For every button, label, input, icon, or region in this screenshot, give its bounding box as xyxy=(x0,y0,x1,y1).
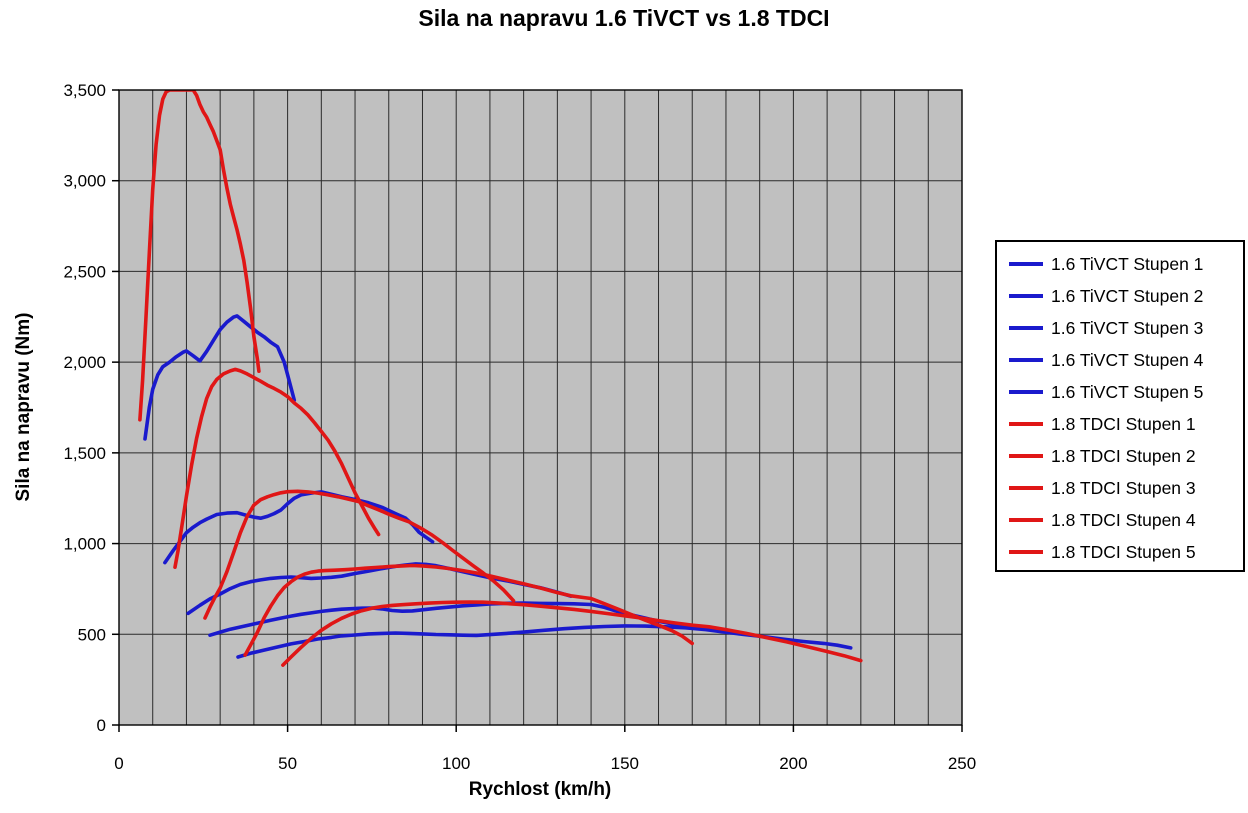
series-line-7 xyxy=(173,367,381,570)
legend-line-swatch-icon xyxy=(1009,262,1043,266)
legend-item: 1.6 TiVCT Stupen 3 xyxy=(1009,312,1243,344)
legend-item-label: 1.8 TDCI Stupen 2 xyxy=(1051,445,1196,466)
legend-line-swatch-icon xyxy=(1009,390,1043,394)
x-tick-label: 0 xyxy=(114,754,123,773)
legend-item-label: 1.6 TiVCT Stupen 3 xyxy=(1051,317,1204,338)
legend-item: 1.6 TiVCT Stupen 2 xyxy=(1009,280,1243,312)
legend-item: 1.8 TDCI Stupen 5 xyxy=(1009,536,1243,568)
y-tick-label: 1,500 xyxy=(63,444,106,463)
x-tick-label: 50 xyxy=(278,754,297,773)
x-axis-title: Rychlost (km/h) xyxy=(468,779,612,800)
legend-item: 1.8 TDCI Stupen 3 xyxy=(1009,472,1243,504)
series-line-1 xyxy=(143,314,297,441)
series-line-2 xyxy=(163,490,435,565)
legend-item-label: 1.8 TDCI Stupen 3 xyxy=(1051,477,1196,498)
y-tick-label: 2,000 xyxy=(63,353,106,372)
y-tick-labels: 0 500 1,000 1,500 2,000 2,500 3,000 3,500 xyxy=(63,81,106,735)
chart-title: Sila na napravu 1.6 TiVCT vs 1.8 TDCI xyxy=(418,5,830,31)
series-line-6 xyxy=(138,90,261,422)
series-line-8 xyxy=(203,489,516,620)
legend-item-label: 1.6 TiVCT Stupen 4 xyxy=(1051,349,1204,370)
legend-item-label: 1.6 TiVCT Stupen 1 xyxy=(1051,253,1204,274)
x-tick-label: 200 xyxy=(779,754,807,773)
legend-line-swatch-icon xyxy=(1009,326,1043,330)
series-line-5 xyxy=(236,624,853,659)
legend-item: 1.6 TiVCT Stupen 5 xyxy=(1009,376,1243,408)
legend-line-swatch-icon xyxy=(1009,294,1043,298)
y-tick-label: 1,000 xyxy=(63,535,106,554)
series-line-4 xyxy=(208,601,695,638)
legend-item-label: 1.8 TDCI Stupen 5 xyxy=(1051,541,1196,562)
legend-item: 1.6 TiVCT Stupen 4 xyxy=(1009,344,1243,376)
series-lines xyxy=(138,90,863,667)
series-line-10 xyxy=(281,600,863,667)
y-axis-title: Sila na napravu (Nm) xyxy=(13,312,34,502)
plot-background xyxy=(119,90,962,725)
tick-marks xyxy=(112,89,963,732)
legend-item: 1.8 TDCI Stupen 1 xyxy=(1009,408,1243,440)
legend-line-swatch-icon xyxy=(1009,454,1043,458)
legend-line-swatch-icon xyxy=(1009,550,1043,554)
legend-item: 1.8 TDCI Stupen 2 xyxy=(1009,440,1243,472)
legend-line-swatch-icon xyxy=(1009,358,1043,362)
legend-line-swatch-icon xyxy=(1009,518,1043,522)
legend-item-label: 1.6 TiVCT Stupen 2 xyxy=(1051,285,1204,306)
legend-item: 1.6 TiVCT Stupen 1 xyxy=(1009,248,1243,280)
x-tick-labels: 0 50 100 150 200 250 xyxy=(114,754,976,773)
y-tick-label: 2,500 xyxy=(63,262,106,281)
legend-item: 1.8 TDCI Stupen 4 xyxy=(1009,504,1243,536)
x-tick-label: 100 xyxy=(442,754,470,773)
y-tick-label: 0 xyxy=(97,716,106,735)
x-tick-label: 150 xyxy=(611,754,639,773)
legend-item-label: 1.6 TiVCT Stupen 5 xyxy=(1051,381,1204,402)
gridlines xyxy=(119,90,962,725)
legend-item-label: 1.8 TDCI Stupen 4 xyxy=(1051,509,1196,530)
legend-item-label: 1.8 TDCI Stupen 1 xyxy=(1051,413,1196,434)
plot-border xyxy=(118,89,963,726)
x-tick-label: 250 xyxy=(948,754,976,773)
legend-line-swatch-icon xyxy=(1009,422,1043,426)
y-tick-label: 3,500 xyxy=(63,81,106,100)
y-tick-label: 3,000 xyxy=(63,172,106,191)
y-tick-label: 500 xyxy=(78,625,106,644)
series-line-9 xyxy=(243,563,695,657)
legend-line-swatch-icon xyxy=(1009,486,1043,490)
legend: 1.6 TiVCT Stupen 1 1.6 TiVCT Stupen 2 1.6 … xyxy=(995,240,1245,572)
